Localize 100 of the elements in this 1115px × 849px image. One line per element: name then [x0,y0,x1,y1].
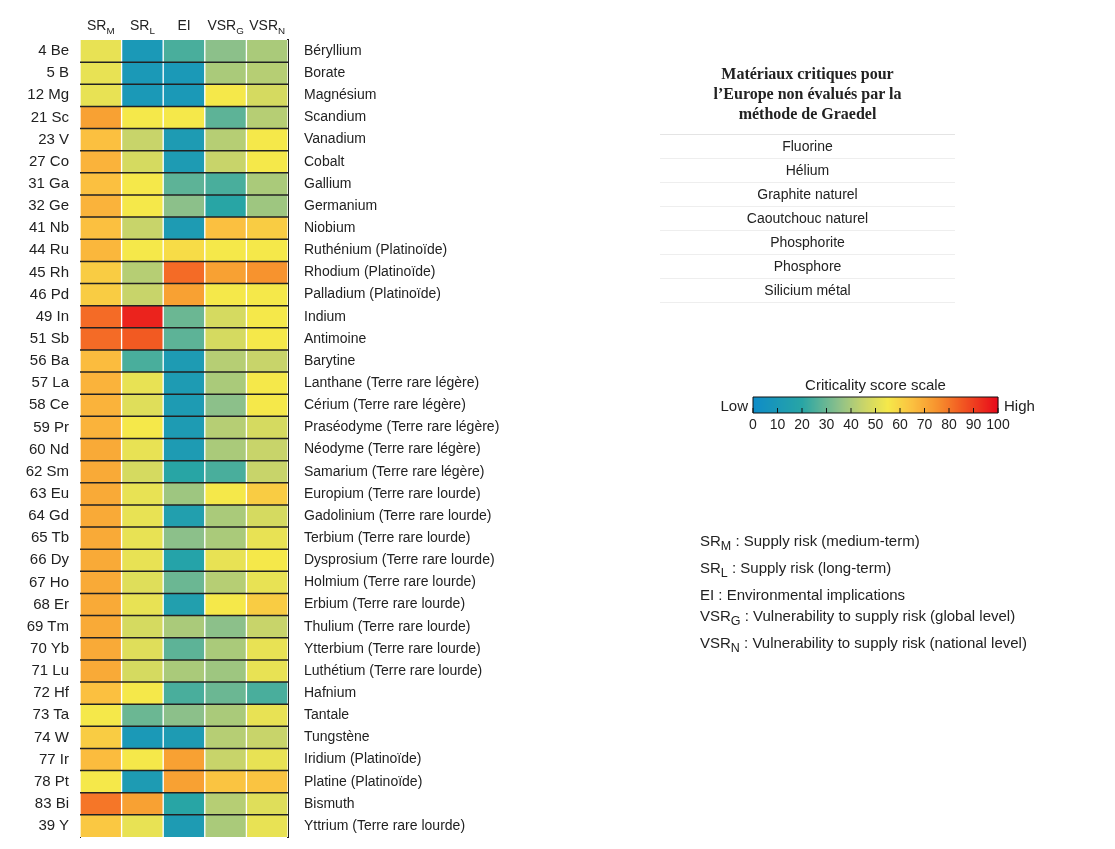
y-tick-label: 39 Y [38,816,69,834]
y2-tick-label: Luthétium (Terre rare lourde) [304,661,483,678]
text: Graphite naturel [660,183,955,207]
text: High [1004,397,1035,414]
text: SR$_{L}$ : Supply risk (long-term) [700,558,893,582]
y-tick-label: 60 Nd [28,439,69,457]
y2-tick-label: Borate [304,64,346,81]
y-tick-label: 65 Tb [30,528,69,546]
y-tick-label: 46 Pd [29,284,69,302]
y-tick-label: 56 Ba [29,351,70,369]
color-bar-label: 10 [769,416,786,432]
y-tick-label: 58 Ce [28,395,69,413]
color-bar-label: 40 [843,416,859,432]
color-bar-label: 30 [818,416,835,432]
y2-tick-label: Holmium (Terre rare lourde) [304,573,476,590]
text: SR$_{M}$ : Supply risk (medium-term) [700,531,921,555]
color-bar-label: 80 [941,416,957,432]
y2-tick-label: Indium [304,307,347,324]
text: Caoutchouc naturel [660,207,955,231]
y2-tick-label: Yttrium (Terre rare lourde) [304,816,466,833]
y-tick-label: 57 La [31,373,70,391]
y-tick-label: 4 Be [38,41,69,59]
y2-tick-label: Germanium [304,196,378,213]
y-tick-label: 70 Yb [30,638,69,656]
y-tick-label: 49 In [35,306,69,324]
y-tick-label: 63 Eu [29,483,69,501]
y2-tick-label: Antimoine [304,329,367,346]
y2-tick-label: Europium (Terre rare lourde) [304,484,481,501]
y-tick-label: 12 Mg [27,85,69,103]
y-tick-label: 62 Sm [25,461,69,479]
y-tick-label: 44 Ru [28,240,69,258]
y2-tick-label: Rhodium (Platinoïde) [304,263,436,280]
y2-tick-label: Magnésium [304,86,377,103]
text: VSR$_{G}$ : Vulnerability to supply risk (global level) [700,606,1017,630]
y-tick-label: 31 Ga [28,174,70,192]
y2-tick-label: Erbium (Terre rare lourde) [304,595,466,612]
y-tick-label: 78 Pt [33,771,70,789]
color-bar-label: 50 [867,416,884,432]
y2-tick-label: Bismuth [304,794,355,811]
y2-tick-label: Gallium [304,174,352,191]
y-tick-label: 51 Sb [29,329,69,347]
text: Low [720,397,749,414]
y2-tick-label: Hafnium [304,683,357,700]
text: Matériaux critiques pour l’Europe non évalués par la méthode de Graedel [660,48,955,135]
y-tick-label: 66 Dy [29,550,70,568]
y-tick-label: 72 Hf [33,683,70,701]
y-tick-label: 45 Rh [28,262,69,280]
y-tick-label: 69 Tm [26,616,69,634]
color-bar-title: Criticality score scale [805,376,946,393]
y2-tick-label: Vanadium [304,130,367,147]
text: Phosphore [660,255,955,279]
y2-tick-label: Tungstène [304,728,370,745]
color-bar-label: 20 [794,416,810,432]
y2-tick-label: Praséodyme (Terre rare légère) [304,418,500,435]
y-tick-label: 68 Er [33,594,69,612]
y2-tick-label: Samarium (Terre rare légère) [304,462,485,479]
y-tick-label: 41 Nb [28,218,69,236]
y2-tick-label: Cérium (Terre rare légère) [304,396,466,413]
y-tick-label: 27 Co [28,151,69,169]
y-tick-label: 23 V [38,129,69,147]
y-tick-label: 21 Sc [30,107,70,125]
color-bar-label: 0 [749,416,758,432]
y-tick-label: 32 Ge [28,196,69,214]
y2-tick-label: Palladium (Platinoïde) [304,285,441,302]
color-bar-label: 70 [916,416,933,432]
text: EI : Environmental implications [700,585,907,605]
y2-tick-label: Lanthane (Terre rare légère) [304,374,480,391]
y2-tick-label: Ytterbium (Terre rare lourde) [304,639,481,656]
color-bar-label: 90 [965,416,982,432]
y-tick-label: 77 Ir [38,749,69,767]
y-tick-label: 5 B [46,63,69,81]
y2-tick-label: Ruthénium (Platinoïde) [304,241,448,258]
y2-tick-label: Néodyme (Terre rare légère) [304,440,481,457]
color-bar-label: 60 [892,416,908,432]
y2-tick-label: Cobalt [304,152,345,169]
text: Fluorine [660,135,955,159]
text: Hélium [660,159,955,183]
y2-tick-label: Béryllium [304,41,362,58]
y-tick-label: 64 Gd [28,506,69,524]
y2-tick-label: Niobium [304,219,356,236]
y-tick-label: 67 Ho [28,572,69,590]
y-tick-label: 83 Bi [34,793,69,811]
y2-tick-label: Dysprosium (Terre rare lourde) [304,551,495,568]
y2-tick-label: Platine (Platinoïde) [304,772,423,789]
y2-tick-label: Scandium [304,108,367,125]
color-bar-label: 100 [986,416,1010,432]
text: VSR$_{N}$ : Vulnerability to supply risk (national level) [700,633,1027,657]
y2-tick-label: Gadolinium (Terre rare lourde) [304,506,492,523]
y2-tick-label: Iridium (Platinoïde) [304,750,422,767]
x-tick-label: EI [177,17,191,33]
y2-tick-label: Thulium (Terre rare lourde) [304,617,471,634]
y2-tick-label: Barytine [304,351,356,368]
y2-tick-label: Terbium (Terre rare lourde) [304,528,471,545]
text: Phosphorite [660,231,955,255]
y-tick-label: 73 Ta [32,705,70,723]
y-tick-label: 71 Lu [31,661,69,679]
y-tick-label: 74 W [33,727,70,745]
y2-tick-label: Tantale [304,706,350,723]
text: Silicium métal [660,279,955,303]
y-tick-label: 59 Pr [33,417,69,435]
